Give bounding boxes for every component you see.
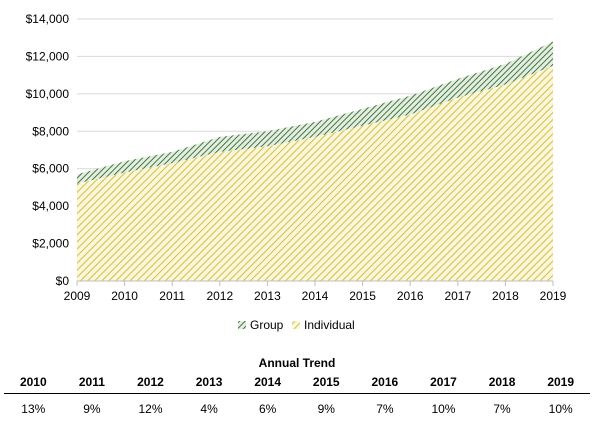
- trend-year-header: 2017: [414, 371, 473, 394]
- trend-value-cell: 9%: [83, 402, 101, 416]
- area-series-group: [77, 41, 553, 184]
- x-tick-label: 2010: [111, 289, 138, 303]
- trend-value-cell: 7%: [493, 402, 511, 416]
- trend-year-header: 2012: [121, 371, 180, 394]
- y-tick-label: $0: [56, 274, 70, 288]
- y-tick-label: $6,000: [32, 162, 69, 176]
- trend-value-cell: 10%: [431, 402, 456, 416]
- x-tick-label: 2011: [159, 289, 185, 303]
- legend-label-group: Group: [250, 318, 284, 332]
- annual-trend-title: Annual Trend: [258, 356, 336, 370]
- y-tick-label: $14,000: [26, 12, 70, 26]
- stacked-area-chart: $0 $2,000 $4,000 $6,000 $8,000 $10,000 $12,000…: [26, 12, 567, 332]
- y-tick-label: $4,000: [32, 199, 69, 213]
- trend-year-header: 2014: [238, 371, 297, 394]
- y-tick-label: $2,000: [32, 237, 69, 251]
- legend-swatch-group: [238, 321, 246, 329]
- chart-area: $0 $2,000 $4,000 $6,000 $8,000 $10,000 $12,000…: [26, 12, 567, 332]
- x-tick-label: 2018: [492, 289, 519, 303]
- x-tick-label: 2014: [302, 289, 329, 303]
- annual-trend-section: Annual Trend 2010 2011 2012 2013 2014 2015 201…: [0, 355, 594, 424]
- trend-value-cell: 10%: [548, 402, 573, 416]
- trend-header-row: 2010 2011 2012 2013 2014 2015 2016 2017 2018 2019: [4, 371, 590, 394]
- x-tick-label: 2013: [254, 289, 281, 303]
- x-tick-label: 2016: [397, 289, 424, 303]
- trend-value-cell: 13%: [21, 402, 46, 416]
- trend-value-cell: 12%: [138, 402, 163, 416]
- x-tick-label: 2012: [206, 289, 233, 303]
- legend-swatch-individual: [292, 321, 300, 329]
- trend-value-cell: 9%: [317, 402, 335, 416]
- trend-year-header: 2013: [179, 371, 239, 394]
- area-series-individual: [77, 65, 553, 282]
- y-tick-label: $12,000: [26, 49, 70, 63]
- trend-value-cell: 4%: [200, 402, 218, 416]
- y-tick-label: $8,000: [32, 124, 69, 138]
- trend-value-cell: 7%: [376, 402, 394, 416]
- trend-value-row: 13% 9% 12% 4% 6% 9% 7% 10% 7% 10%: [4, 394, 590, 425]
- annual-trend-table: 2010 2011 2012 2013 2014 2015 2016 2017 2018 2019…: [4, 371, 590, 424]
- trend-year-header: 2010: [4, 371, 63, 394]
- x-tick-label: 2019: [540, 289, 567, 303]
- x-tick-label: 2009: [64, 289, 91, 303]
- trend-value-cell: 6%: [259, 402, 277, 416]
- trend-year-header: 2019: [531, 371, 590, 394]
- x-tick-label: 2015: [349, 289, 376, 303]
- trend-year-header: 2016: [355, 371, 415, 394]
- trend-year-header: 2018: [472, 371, 532, 394]
- trend-year-header: 2015: [296, 371, 356, 394]
- legend-label-individual: Individual: [304, 318, 355, 332]
- trend-year-header: 2011: [62, 371, 122, 394]
- x-tick-label: 2017: [444, 289, 471, 303]
- y-tick-label: $10,000: [26, 87, 70, 101]
